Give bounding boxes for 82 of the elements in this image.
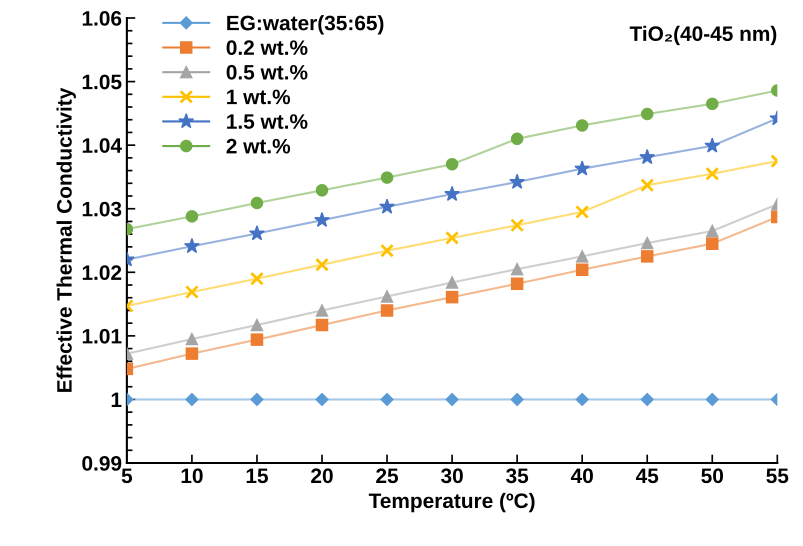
- point: [705, 166, 720, 181]
- y-axis-title: Effective Thermal Conductivity: [56, 88, 76, 392]
- point: [186, 347, 198, 360]
- point: [184, 285, 199, 299]
- x-tick-label: 55: [766, 468, 788, 484]
- point: [250, 272, 264, 286]
- point: [509, 174, 526, 189]
- point: [316, 318, 328, 332]
- point: [315, 392, 329, 406]
- legend-label: 0.2 wt.%: [226, 40, 308, 56]
- point: [379, 198, 396, 214]
- y-tick-label: 1: [112, 392, 122, 407]
- point: [380, 290, 394, 303]
- point: [446, 276, 458, 289]
- legend-label: 0.5 wt.%: [226, 64, 308, 80]
- point: [575, 204, 590, 219]
- point: [576, 392, 589, 406]
- point: [640, 178, 654, 192]
- point: [706, 224, 719, 238]
- y-tick-label: 1.03: [82, 202, 122, 217]
- legend-label: 1 wt.%: [227, 90, 290, 104]
- point: [184, 238, 200, 254]
- point: [315, 258, 329, 272]
- legend-label: 1.5 wt.%: [227, 114, 308, 129]
- point: [510, 277, 524, 290]
- y-tick-label: 1.05: [82, 74, 122, 90]
- point: [186, 332, 198, 346]
- x-tick-label: 15: [246, 468, 268, 484]
- x-tick-label: 25: [376, 468, 398, 484]
- point: [640, 236, 654, 250]
- point: [380, 244, 394, 258]
- point: [640, 392, 654, 406]
- point: [510, 132, 524, 146]
- point: [639, 148, 656, 164]
- point: [510, 262, 524, 276]
- point: [706, 98, 719, 110]
- point: [446, 290, 458, 304]
- x-tick-label: 45: [636, 468, 658, 484]
- point: [640, 108, 654, 120]
- point: [706, 237, 719, 250]
- point: [446, 392, 459, 406]
- y-tick-label: 1.06: [82, 11, 122, 26]
- point: [574, 160, 590, 176]
- point: [316, 184, 328, 197]
- point: [380, 171, 394, 184]
- legend-label: EG:water(35:65): [227, 15, 384, 35]
- point: [316, 304, 328, 317]
- chart-title: TiO₂(40-45 nm): [630, 26, 776, 46]
- point: [445, 231, 460, 245]
- point: [446, 158, 458, 170]
- legend-label: 2 wt.%: [226, 138, 290, 154]
- point: [704, 137, 720, 153]
- x-tick-label: 5: [122, 468, 132, 484]
- x-axis-title: Temperature (ºC): [368, 492, 535, 512]
- x-tick-label: 30: [440, 468, 463, 484]
- x-tick-label: 50: [701, 468, 723, 484]
- point: [250, 333, 264, 346]
- point: [444, 186, 460, 201]
- point: [380, 392, 394, 406]
- point: [640, 250, 654, 263]
- point: [185, 392, 199, 406]
- point: [576, 264, 588, 276]
- point: [249, 225, 265, 240]
- y-tick-label: 1.02: [82, 265, 122, 280]
- point: [314, 212, 330, 228]
- y-tick-label: 0.99: [82, 456, 122, 471]
- point: [250, 196, 264, 210]
- point: [706, 392, 719, 406]
- point: [250, 392, 264, 406]
- y-tick-label: 1.04: [82, 138, 122, 153]
- point: [510, 392, 524, 406]
- x-tick-label: 35: [506, 468, 528, 484]
- x-tick-label: 40: [570, 468, 593, 484]
- point: [576, 119, 588, 132]
- x-tick-label: 20: [311, 468, 333, 484]
- y-tick-label: 1.01: [82, 328, 122, 344]
- point: [380, 304, 394, 317]
- point: [186, 210, 198, 223]
- point: [510, 218, 524, 232]
- x-tick-label: 10: [182, 468, 203, 484]
- point: [576, 250, 588, 263]
- point: [250, 318, 264, 332]
